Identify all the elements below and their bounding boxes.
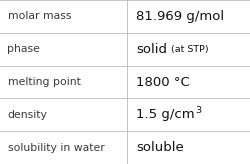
Text: density: density (8, 110, 48, 120)
Text: phase: phase (8, 44, 40, 54)
Text: 3: 3 (195, 106, 201, 115)
Text: molar mass: molar mass (8, 11, 71, 21)
Text: (at STP): (at STP) (168, 45, 208, 54)
Text: melting point: melting point (8, 77, 81, 87)
Text: 81.969 g/mol: 81.969 g/mol (136, 10, 224, 23)
Text: solubility in water: solubility in water (8, 143, 104, 153)
Text: 1800 °C: 1800 °C (136, 75, 190, 89)
Text: soluble: soluble (136, 141, 184, 154)
Text: 1.5 g/cm: 1.5 g/cm (136, 108, 195, 121)
Text: solid: solid (136, 43, 168, 56)
